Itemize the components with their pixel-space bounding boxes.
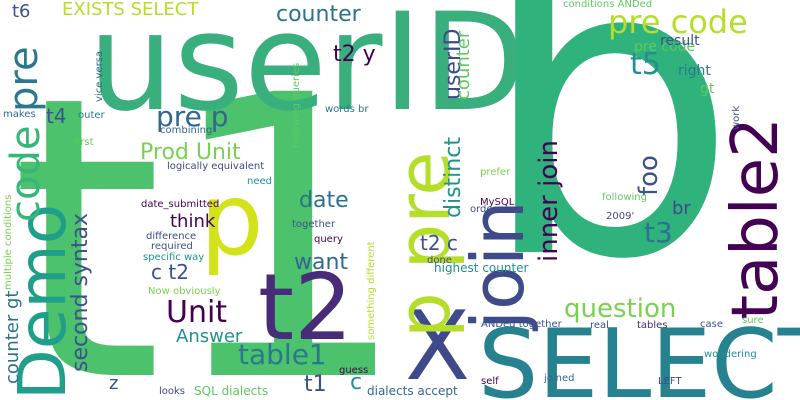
word-work: work bbox=[731, 105, 742, 130]
word-distinct: distinct bbox=[441, 137, 466, 218]
word-question: question bbox=[564, 294, 677, 324]
word-p: p bbox=[200, 161, 264, 278]
word-words-br: words br bbox=[325, 104, 369, 115]
word-t1: t1 bbox=[10, 13, 412, 400]
word-real: real bbox=[590, 320, 609, 331]
word-logically-equivalent: logically equivalent bbox=[167, 161, 265, 172]
word-sure: sure bbox=[742, 315, 764, 326]
word-counter-vertical: counter bbox=[453, 30, 474, 100]
word-c: c bbox=[350, 370, 363, 395]
word-self: self bbox=[481, 376, 499, 387]
word-something-different: something different bbox=[366, 241, 377, 340]
word-c-t2: c t2 bbox=[151, 260, 189, 284]
word-t2-c: t2 c bbox=[420, 231, 458, 255]
word-difference: difference bbox=[146, 231, 197, 242]
word-specific-way: specific way bbox=[143, 252, 205, 263]
word-br: br bbox=[672, 198, 691, 219]
word-table1: table1 bbox=[238, 338, 327, 371]
word-prod-unit: Prod Unit bbox=[140, 140, 241, 165]
word-conditions-anded: conditions ANDed bbox=[563, 0, 653, 10]
word-makes: makes bbox=[3, 109, 36, 120]
word-select: SELECT bbox=[478, 310, 800, 400]
word-pre-p: pre p bbox=[156, 100, 229, 133]
word-tables: tables bbox=[637, 320, 668, 331]
word-userid: userID bbox=[88, 0, 527, 141]
word-anded-together: ANDed together bbox=[481, 319, 562, 330]
word-need: need bbox=[247, 176, 272, 187]
word-second-syntax: second syntax bbox=[68, 212, 93, 372]
word-table2: table2 bbox=[719, 117, 793, 320]
word-t2-y: t2 y bbox=[333, 42, 376, 67]
word-t2-large: t2 bbox=[258, 254, 353, 361]
word-mysql: MySQL bbox=[480, 197, 515, 208]
word-t6: t6 bbox=[12, 1, 31, 22]
word-want: want bbox=[294, 250, 349, 275]
word-dialects-accept: dialects accept bbox=[367, 384, 458, 398]
word-foo: foo bbox=[634, 155, 664, 196]
word-think: think bbox=[170, 211, 216, 232]
word-joined: joined bbox=[544, 373, 575, 384]
word-done: done bbox=[427, 255, 452, 266]
word-prefer: prefer bbox=[480, 167, 511, 178]
word-following-queries: following queries bbox=[291, 62, 302, 148]
word-query: query bbox=[314, 234, 343, 245]
word-pre-code-small: pre code bbox=[634, 39, 696, 55]
word-date: date bbox=[299, 188, 349, 213]
word-guess: guess bbox=[339, 365, 369, 376]
word-together: together bbox=[292, 219, 336, 230]
word-t3: t3 bbox=[644, 216, 673, 249]
word-unit: Unit bbox=[166, 295, 228, 330]
word-t4: t4 bbox=[46, 104, 67, 128]
word-2009: 2009' bbox=[606, 211, 635, 222]
word-date-submitted: date_submitted bbox=[141, 199, 220, 210]
word-looks: looks bbox=[159, 386, 186, 397]
word-pre: pre bbox=[1, 46, 47, 112]
word-pre-code: pre code bbox=[608, 3, 748, 41]
word-outer: outer bbox=[78, 110, 105, 121]
word-sql-dialects: SQL dialects bbox=[194, 384, 269, 398]
word-now-obviously: Now obviously bbox=[148, 286, 221, 297]
word-result: result bbox=[660, 33, 700, 49]
word-case: case bbox=[700, 319, 723, 330]
word-x: X bbox=[405, 292, 471, 400]
word-highest-counter: highest counter bbox=[434, 261, 529, 275]
word-wondering: wondering bbox=[704, 349, 757, 360]
word-counter: counter bbox=[276, 2, 361, 27]
word-gt: gt bbox=[700, 81, 715, 97]
word-multiple-conditions: multiple conditions bbox=[3, 194, 14, 290]
word-left: LEFT bbox=[658, 376, 682, 387]
word-combining: combining bbox=[160, 125, 213, 136]
word-required: required bbox=[151, 241, 193, 252]
word-right: right bbox=[678, 63, 711, 79]
word-first: first bbox=[74, 137, 94, 148]
word-exists-select: EXISTS SELECT bbox=[62, 0, 199, 20]
word-order: order bbox=[470, 204, 497, 215]
word-z: z bbox=[109, 373, 119, 394]
word-t1-small: t1 bbox=[304, 372, 327, 397]
word-counter-gt: counter gt bbox=[2, 290, 23, 384]
word-following: following bbox=[602, 192, 647, 203]
word-inner-join: inner join bbox=[534, 140, 564, 262]
word-vice-versa: vice versa bbox=[94, 50, 105, 102]
word-answer: Answer bbox=[176, 326, 243, 347]
word-t5: t5 bbox=[630, 47, 661, 82]
word-b: b bbox=[478, 0, 739, 349]
